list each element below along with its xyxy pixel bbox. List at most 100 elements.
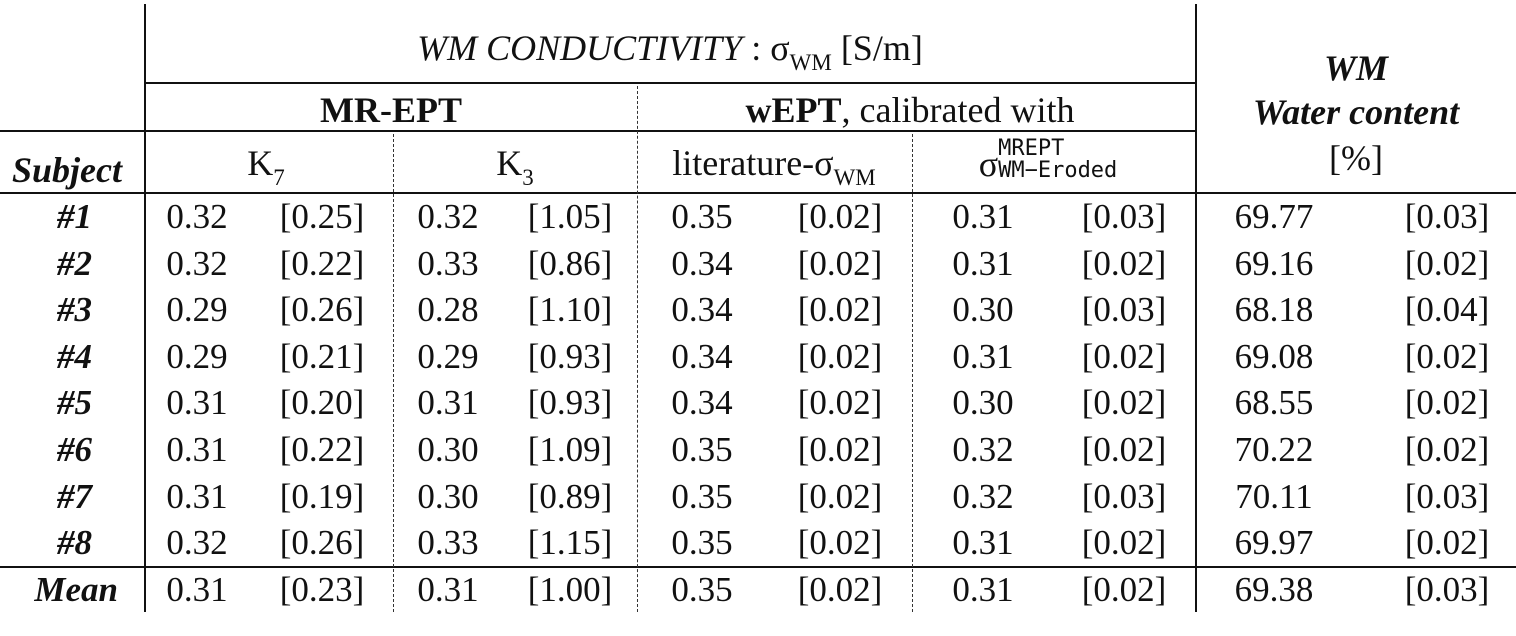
cell-wc-sd: [0.03] (1404, 570, 1490, 609)
cell-wc-sd: [0.03] (1404, 477, 1490, 516)
cell-wc-sd: [0.04] (1404, 290, 1490, 329)
cell-k7: 0.31 (166, 430, 228, 469)
cell-k3-sd: [0.93] (527, 383, 613, 422)
cell-k3: 0.33 (417, 244, 479, 283)
cell-wc: 68.18 (1234, 290, 1314, 329)
cell-ero-sd: [0.02] (1081, 244, 1167, 283)
cell-wc-sd: [0.02] (1404, 383, 1490, 422)
cell-k3: 0.28 (417, 290, 479, 329)
subject-label: #8 (57, 523, 92, 562)
cell-k3-sd: [1.00] (527, 570, 613, 609)
cell-lit-sd: [0.02] (797, 430, 883, 469)
cell-wc-sd: [0.02] (1404, 523, 1490, 562)
cell-k3: 0.31 (417, 570, 479, 609)
cell-lit: 0.35 (671, 430, 733, 469)
cell-ero: 0.32 (952, 477, 1014, 516)
cell-k3-sd: [0.86] (527, 244, 613, 283)
cell-lit-sd: [0.02] (797, 523, 883, 562)
cell-k3: 0.32 (417, 197, 479, 236)
mean-label: Mean (34, 570, 118, 609)
cell-k3-sd: [1.05] (527, 197, 613, 236)
wept-divider-line (912, 134, 913, 612)
conductivity-header: WM CONDUCTIVITY : σWM [S/m] (417, 28, 923, 75)
cell-k3: 0.30 (417, 477, 479, 516)
cell-k3: 0.33 (417, 523, 479, 562)
cell-ero: 0.31 (952, 570, 1014, 609)
cell-lit-sd: [0.02] (797, 337, 883, 376)
cell-k7: 0.32 (166, 197, 228, 236)
water-content-header: Water content (1252, 92, 1460, 132)
cell-wc: 69.38 (1234, 570, 1314, 609)
k-divider-line (393, 134, 394, 612)
cell-k7-sd: [0.23] (279, 570, 365, 609)
cell-lit: 0.35 (671, 197, 733, 236)
cell-lit-sd: [0.02] (797, 570, 883, 609)
right-section-line (1195, 4, 1197, 612)
cell-ero: 0.31 (952, 244, 1014, 283)
percent-header: [%] (1329, 138, 1383, 178)
cell-lit: 0.35 (671, 477, 733, 516)
cell-ero-sd: [0.02] (1081, 383, 1167, 422)
cell-ero-sd: [0.03] (1081, 197, 1167, 236)
method-header-rule (0, 130, 1195, 132)
cell-lit: 0.34 (671, 290, 733, 329)
cell-ero-sd: [0.03] (1081, 477, 1167, 516)
cell-wc-sd: [0.03] (1404, 197, 1490, 236)
cell-wc-sd: [0.02] (1404, 430, 1490, 469)
mr-ept-header: MR-EPT (320, 90, 462, 130)
cell-k7-sd: [0.22] (279, 244, 365, 283)
cell-wc: 70.22 (1234, 430, 1314, 469)
cell-wc: 68.55 (1234, 383, 1314, 422)
subject-label: #2 (57, 244, 92, 283)
cell-ero: 0.31 (952, 523, 1014, 562)
subheader-rule (0, 192, 1516, 194)
subject-header: Subject (12, 150, 123, 190)
cell-k7-sd: [0.21] (279, 337, 365, 376)
cell-ero-sd: [0.02] (1081, 430, 1167, 469)
cell-ero: 0.32 (952, 430, 1014, 469)
wept-header: wEPT, calibrated with (745, 90, 1075, 130)
cell-k7-sd: [0.19] (279, 477, 365, 516)
cell-wc: 69.08 (1234, 337, 1314, 376)
cell-k7-sd: [0.25] (279, 197, 365, 236)
cell-wc: 69.77 (1234, 197, 1314, 236)
cell-k7: 0.31 (166, 477, 228, 516)
cell-ero-sd: [0.03] (1081, 290, 1167, 329)
cell-k7-sd: [0.20] (279, 383, 365, 422)
cell-lit-sd: [0.02] (797, 197, 883, 236)
cell-ero: 0.30 (952, 383, 1014, 422)
cell-k7-sd: [0.26] (279, 523, 365, 562)
cell-k7-sd: [0.26] (279, 290, 365, 329)
cell-k3-sd: [1.09] (527, 430, 613, 469)
cell-wc-sd: [0.02] (1404, 244, 1490, 283)
conductivity-header-rule (145, 82, 1195, 84)
cell-wc: 69.16 (1234, 244, 1314, 283)
subject-label: #5 (57, 383, 92, 422)
cell-ero-sd: [0.02] (1081, 337, 1167, 376)
cell-ero: 0.30 (952, 290, 1014, 329)
cell-lit: 0.34 (671, 244, 733, 283)
cell-ero-sd: [0.02] (1081, 570, 1167, 609)
subject-label: #1 (57, 197, 92, 236)
subject-label: #6 (57, 430, 92, 469)
subject-label: #7 (57, 477, 92, 516)
cell-k7-sd: [0.22] (279, 430, 365, 469)
cell-wc: 69.97 (1234, 523, 1314, 562)
cell-k3: 0.29 (417, 337, 479, 376)
cell-wc: 70.11 (1235, 477, 1313, 516)
cell-k7: 0.32 (166, 244, 228, 283)
k3-header: K3 (496, 143, 534, 190)
cell-lit-sd: [0.02] (797, 477, 883, 516)
cell-k3: 0.30 (417, 430, 479, 469)
cell-lit-sd: [0.02] (797, 383, 883, 422)
cell-lit-sd: [0.02] (797, 244, 883, 283)
cell-k7: 0.29 (166, 290, 228, 329)
cell-k7: 0.31 (166, 383, 228, 422)
literature-header: literature-σWM (672, 143, 876, 190)
method-divider-line (637, 86, 638, 612)
cell-wc-sd: [0.02] (1404, 337, 1490, 376)
sigma-eroded-header: σ MREPT WM−Eroded (978, 136, 1118, 185)
cell-lit: 0.35 (671, 523, 733, 562)
cell-k7: 0.29 (166, 337, 228, 376)
cell-ero-sd: [0.02] (1081, 523, 1167, 562)
